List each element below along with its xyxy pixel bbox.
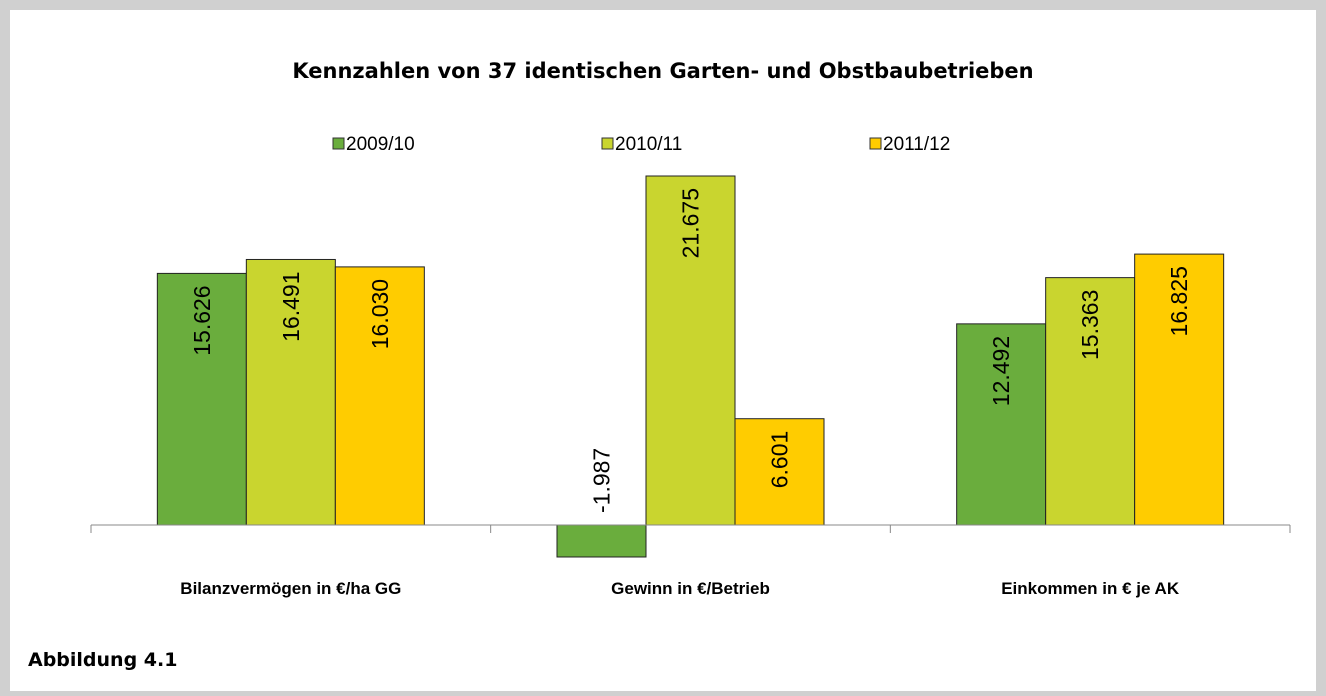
caption: Abbildung 4.1 xyxy=(28,649,177,671)
bar xyxy=(734,418,825,526)
bar xyxy=(956,323,1047,526)
value-label: 6.601 xyxy=(767,431,793,489)
value-label: 16.491 xyxy=(278,271,304,341)
bar xyxy=(556,524,647,558)
x-tick-label: Einkommen in € je AK xyxy=(1001,579,1180,598)
value-label: 16.030 xyxy=(367,279,393,349)
value-label: 12.492 xyxy=(988,336,1014,406)
legend-swatch xyxy=(332,137,345,150)
value-label: 15.626 xyxy=(189,285,215,355)
legend-label: 2010/11 xyxy=(615,134,682,155)
value-label: 16.825 xyxy=(1166,266,1192,336)
legend-swatch xyxy=(869,137,882,150)
legend-swatch xyxy=(601,137,614,150)
bar xyxy=(645,175,736,526)
bar xyxy=(1134,253,1225,526)
legend-label: 2011/12 xyxy=(883,134,950,155)
bar xyxy=(334,266,425,526)
value-label: 15.363 xyxy=(1077,290,1103,360)
chart-title: Kennzahlen von 37 identischen Garten- un… xyxy=(292,59,1033,83)
x-tick-label: Bilanzvermögen in €/ha GG xyxy=(180,579,401,598)
bar xyxy=(156,272,247,526)
value-label: -1.987 xyxy=(589,448,615,513)
value-label: 21.675 xyxy=(678,188,704,258)
x-tick-label: Gewinn in €/Betrieb xyxy=(611,579,770,598)
bar xyxy=(1045,277,1136,526)
legend-label: 2009/10 xyxy=(346,134,415,155)
